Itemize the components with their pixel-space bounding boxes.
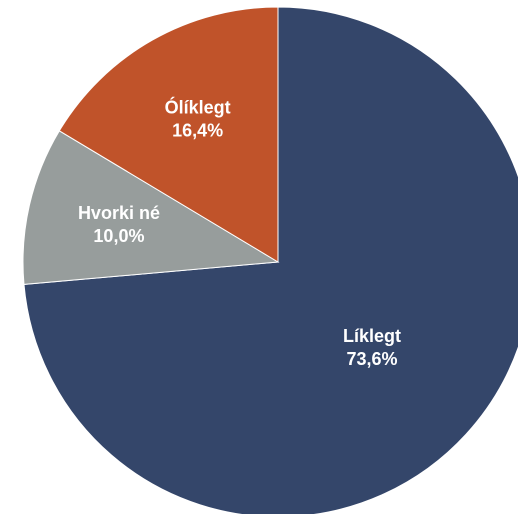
pie-slice: [22, 130, 280, 285]
slice-value-label: 73,6%: [347, 349, 398, 369]
pie-slice: [58, 6, 279, 263]
slice-value-label: 10,0%: [93, 226, 144, 246]
slice-value-label: 16,4%: [172, 121, 223, 141]
slice-label: Líklegt: [343, 326, 401, 346]
pie-slice: [23, 6, 518, 518]
slice-label: Ólíklegt: [165, 97, 231, 118]
slice-label: Hvorki né: [78, 203, 160, 223]
